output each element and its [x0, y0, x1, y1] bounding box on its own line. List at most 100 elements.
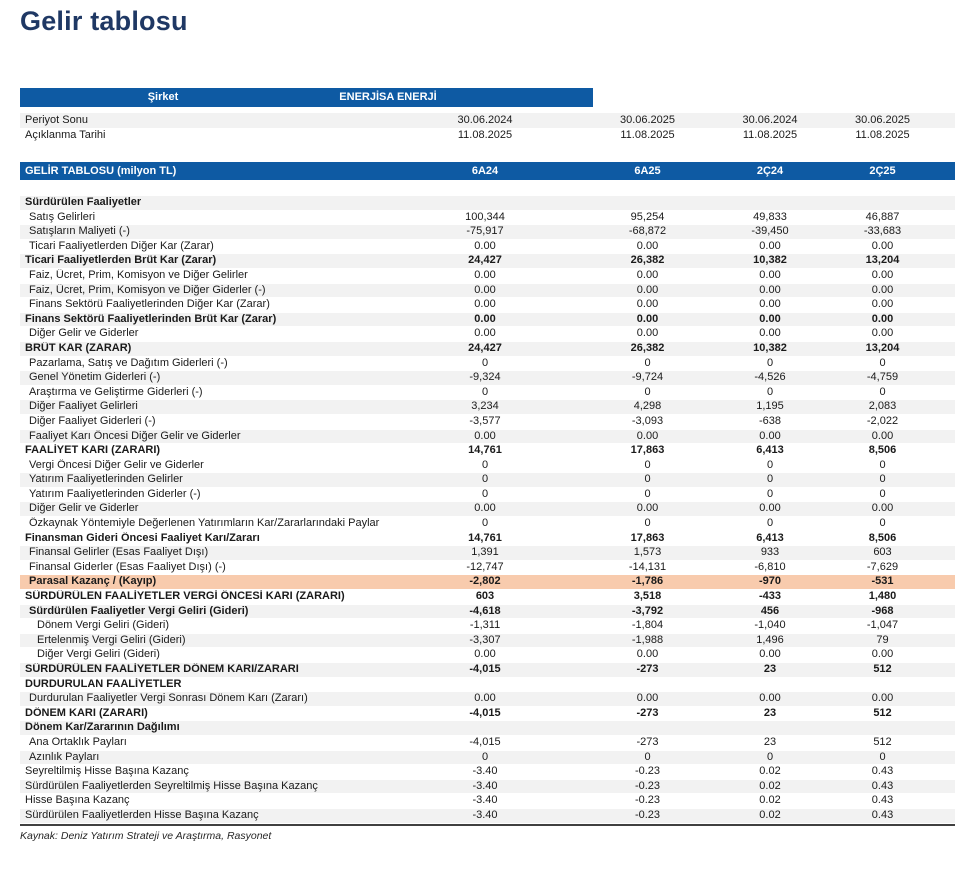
cell-value: -4,015 [469, 735, 501, 748]
cell-value: 0.00 [474, 312, 496, 325]
table-row: Finans Sektörü Faaliyetlerinden Brüt Kar… [20, 312, 955, 328]
cell-value: 0 [481, 458, 489, 471]
cell-value: -638 [758, 414, 782, 427]
row-label: SÜRDÜRÜLEN FAALİYETLER DÖNEM KARI/ZARARI [25, 663, 299, 675]
column-header: 2Ç25 [869, 165, 896, 177]
cell-value: 17,863 [630, 444, 665, 457]
cell-value: -14,131 [628, 560, 667, 573]
row-label: Diğer Vergi Geliri (Gideri) [37, 648, 160, 661]
cell-value [730, 721, 810, 735]
row-label: Vergi Öncesi Diğer Gelir ve Giderler [29, 458, 204, 471]
cell-value: 0.00 [636, 429, 659, 442]
table-row: Ticari Faaliyetlerden Diğer Kar (Zarar) 0… [20, 239, 955, 255]
cell-value [565, 678, 730, 692]
cell-value [810, 196, 955, 210]
column-header: 6A25 [634, 165, 661, 177]
table-row: Pazarlama, Satış ve Dağıtım Giderleri (-… [20, 356, 955, 372]
cell-value: 0.00 [759, 692, 781, 705]
row-label: Sürdürülen Faaliyetler Vergi Geliri (Gid… [29, 604, 249, 617]
cell-value: -39,450 [751, 225, 789, 238]
cell-value: -12,747 [466, 560, 504, 573]
row-label: Azınlık Payları [29, 750, 100, 763]
cell-value: 0 [481, 750, 489, 763]
table-row: Sürdürülen Faaliyetler Vergi Geliri (Gid… [20, 604, 955, 620]
cell-value: 0 [644, 385, 651, 398]
cell-value: 0.00 [759, 283, 781, 296]
cell-value: 512 [873, 663, 892, 675]
cell-value: 0 [879, 385, 886, 398]
cell-value: 0.00 [871, 298, 894, 311]
cell-value: 4,298 [633, 400, 662, 413]
cell-value: -4,015 [469, 663, 501, 675]
table-row: Faiz, Ücret, Prim, Komisyon ve Diğer Gid… [20, 283, 955, 299]
cell-value: 0.00 [474, 429, 496, 442]
cell-value [405, 721, 565, 735]
cell-value: -9,724 [631, 371, 664, 384]
cell-value: -3,307 [469, 633, 501, 646]
cell-value: -6,810 [754, 560, 786, 573]
cell-value: 0.43 [871, 765, 894, 778]
cell-value: 0.00 [474, 268, 496, 281]
cell-value: -2,022 [866, 414, 899, 427]
cell-value: 0.00 [474, 692, 496, 705]
cell-value: 0.00 [871, 283, 894, 296]
cell-value: -4,759 [866, 371, 899, 384]
cell-value: -968 [871, 604, 894, 617]
table-row: Dönem Vergi Geliri (Gideri) -1,311 -1,804 -… [20, 619, 955, 634]
row-label: Hisse Başına Kazanç [25, 794, 130, 807]
cell-value: 46,887 [865, 210, 900, 223]
cell-value: 0.00 [636, 239, 659, 252]
table-row: Hisse Başına Kazanç -3.40 -0.23 0.02 0.43 [20, 794, 955, 809]
row-label: DÖNEM KARI (ZARARI) [25, 706, 148, 719]
table-row: Özkaynak Yöntemiyle Değerlenen Yatırımla… [20, 517, 955, 532]
cell-value: -273 [636, 663, 659, 675]
cell-value: 0.00 [636, 327, 659, 340]
cell-value: 23 [763, 706, 777, 719]
table-row: Ana Ortaklık Payları -4,015 -273 23 512 [20, 735, 955, 751]
cell-value: 3,518 [633, 590, 662, 603]
cell-value: -1,311 [469, 619, 501, 632]
row-label: Yatırım Faaliyetlerinden Gelirler [29, 473, 183, 486]
cell-value: 0 [879, 458, 886, 471]
cell-value: 0 [879, 356, 886, 369]
cell-value: -4,015 [469, 706, 501, 719]
cell-value: 0 [766, 750, 774, 763]
table-row: Diğer Vergi Geliri (Gideri) 0.00 0.00 0.00 0… [20, 648, 955, 663]
cell-value: -9,324 [469, 371, 501, 384]
row-label: Ticari Faaliyetlerden Brüt Kar (Zarar) [25, 254, 217, 267]
cell-value: 0.00 [636, 692, 659, 705]
cell-value [565, 721, 730, 735]
cell-value: 933 [760, 546, 780, 559]
table-row: Diğer Faaliyet Giderleri (-) -3,577 -3,093… [20, 414, 955, 430]
cell-value: 0.00 [759, 312, 781, 325]
cell-value: 8,506 [868, 531, 897, 544]
cell-value: 0.02 [759, 808, 781, 821]
cell-value: 0 [879, 517, 886, 530]
cell-value: 0.00 [759, 327, 781, 340]
table-row: Finansal Giderler (Esas Faaliyet Dışı) (… [20, 560, 955, 576]
cell-value: 0.00 [636, 502, 659, 515]
meta-value: 11.08.2025 [855, 129, 910, 141]
row-label: Finansal Gelirler (Esas Faaliyet Dışı) [29, 546, 209, 559]
table-row: Seyreltilmiş Hisse Başına Kazanç -3.40 -0.… [20, 765, 955, 780]
cell-value: 14,761 [468, 531, 502, 544]
table-row: Parasal Kazanç / (Kayıp) -2,802 -1,786 -970… [20, 575, 955, 591]
cell-value: 512 [873, 735, 892, 748]
column-header: 6A24 [471, 165, 499, 177]
cell-value: 24,427 [468, 254, 502, 267]
cell-value: -7,629 [866, 560, 899, 573]
cell-value: 0.00 [474, 283, 496, 296]
cell-value: 0 [766, 487, 774, 500]
table-row: Diğer Gelir ve Giderler 0.00 0.00 0.00 0.00 [20, 327, 955, 342]
page-title: Gelir tablosu [20, 6, 188, 36]
cell-value: 0.00 [871, 327, 894, 340]
cell-value: 0.00 [474, 327, 496, 340]
row-label: Parasal Kazanç / (Kayıp) [29, 575, 157, 588]
cell-value: 0 [644, 750, 651, 763]
row-label: Faaliyet Karı Öncesi Diğer Gelir ve Gide… [29, 429, 241, 442]
cell-value: 0.02 [759, 765, 781, 778]
cell-value: 17,863 [630, 531, 665, 544]
cell-value: 0.00 [636, 298, 659, 311]
cell-value: 0 [481, 385, 489, 398]
cell-value: 0 [879, 750, 886, 763]
